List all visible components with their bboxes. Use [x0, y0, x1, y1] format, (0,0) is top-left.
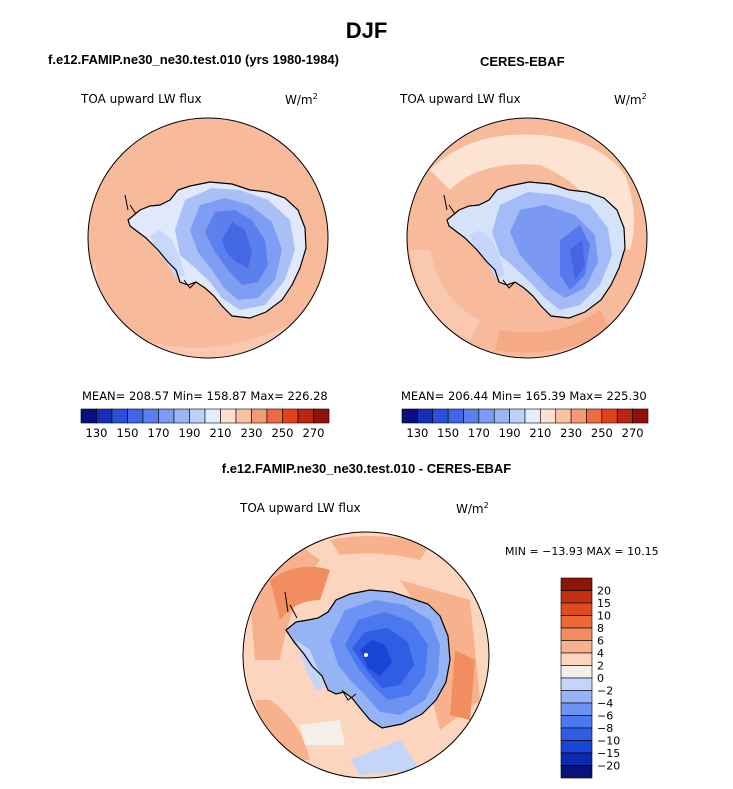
panel3-colorbar-box: [560, 640, 593, 654]
panel3-colorbar-box: [560, 665, 593, 679]
panel2-stats: MEAN= 206.44 Min= 165.39 Max= 225.30: [401, 389, 647, 403]
panel1-colorbar-label: 250: [272, 426, 294, 440]
panel3-colorbar-box: [560, 715, 593, 729]
panel1-colorbar-box: [313, 408, 330, 424]
panel3-colorbar-label: −4: [597, 697, 613, 710]
panel3-colorbar-box: [560, 627, 593, 641]
panel2-colorbar-box: [401, 408, 418, 424]
panel1-colorbar-box: [266, 408, 283, 424]
panel2-colorbar-box: [493, 408, 510, 424]
panel1-colorbar-box: [96, 408, 113, 424]
panel2-colorbar-box: [555, 408, 572, 424]
panel3-colorbar-box: [560, 652, 593, 666]
panel2-colorbar-label: 150: [437, 426, 459, 440]
panel3-colorbar-box: [560, 690, 593, 704]
panel1-colorbar-box: [173, 408, 190, 424]
panel1-colorbar-box: [297, 408, 314, 424]
panel2-colorbar-box: [478, 408, 495, 424]
panel3-colorbar-label: 2: [597, 660, 604, 673]
panel3-colorbar-label: −10: [597, 735, 620, 748]
panel3-colorbar-label: −6: [597, 710, 613, 723]
panel1-colorbar-box: [189, 408, 206, 424]
panel1-units-label: W/m2: [285, 92, 318, 107]
panel2-units-label: W/m2: [614, 92, 647, 107]
panel1-colorbar-box: [282, 408, 299, 424]
panel3-colorbar-box: [560, 615, 593, 629]
panel1-colorbar-label: 230: [241, 426, 263, 440]
panel2-colorbar-box: [570, 408, 587, 424]
panel3-colorbar-box: [560, 677, 593, 691]
panel2-colorbar-box: [417, 408, 434, 424]
panel3-colorbar-label: −8: [597, 722, 613, 735]
panel1-colorbar-box: [127, 408, 144, 424]
panel1-colorbar-box: [111, 408, 128, 424]
panel2-colorbar-label: 250: [591, 426, 613, 440]
panel3-colorbar-box: [560, 765, 593, 779]
panel3-colorbar-label: 8: [597, 622, 604, 635]
panel3-colorbar-label: 4: [597, 647, 604, 660]
panel3-title: f.e12.FAMIP.ne30_ne30.test.010 - CERES-E…: [221, 461, 512, 476]
panel2-colorbar-label: 230: [560, 426, 582, 440]
panel3-colorbar-label: −15: [597, 747, 620, 760]
panel1-colorbar-label: 150: [117, 426, 139, 440]
panel1-colorbar-box: [251, 408, 268, 424]
panel1-colorbar: 130 150 170 190 210 230 250 270: [80, 408, 330, 440]
panel3-colorbar-box: [560, 752, 593, 766]
panel2-colorbar-box: [616, 408, 633, 424]
panel2-colorbar-box: [447, 408, 464, 424]
panel1-colorbar-label: 270: [303, 426, 325, 440]
panel2-colorbar: 130 150 170 190 210 230 250 270: [401, 408, 649, 440]
panel1-colorbar-label: 170: [148, 426, 170, 440]
panel2-colorbar-box: [632, 408, 649, 424]
panel2-colorbar-box: [540, 408, 557, 424]
panel2-title: CERES-EBAF: [480, 54, 565, 69]
panel3-map: [243, 532, 489, 778]
panel2-colorbar-label: 190: [499, 426, 521, 440]
panel2-colorbar-box: [586, 408, 603, 424]
panel3-colorbar-box: [560, 740, 593, 754]
panel3-colorbar-label: 20: [597, 585, 611, 598]
panel1-title: f.e12.FAMIP.ne30_ne30.test.010 (yrs 1980…: [48, 52, 339, 67]
panel1-colorbar-box: [220, 408, 237, 424]
panel3-colorbar-box: [560, 727, 593, 741]
panel3-units-label: W/m2: [456, 501, 489, 516]
panel1-colorbar-box: [80, 408, 97, 424]
panel2-colorbar-box: [463, 408, 480, 424]
panel1-colorbar-label: 210: [210, 426, 232, 440]
panel2-colorbar-box: [432, 408, 449, 424]
panel3-colorbar-label: −2: [597, 685, 613, 698]
panel3-colorbar-label: 0: [597, 672, 604, 685]
panel2-colorbar-label: 170: [468, 426, 490, 440]
panel2-colorbar-label: 270: [622, 426, 644, 440]
figure-title: DJF: [345, 18, 388, 43]
panel3-colorbar-box: [560, 577, 593, 591]
panel3-colorbar-label: −20: [597, 760, 620, 773]
panel2-colorbar-label: 210: [529, 426, 551, 440]
panel2-colorbar-label: 130: [406, 426, 428, 440]
panel1-stats: MEAN= 208.57 Min= 158.87 Max= 226.28: [82, 389, 328, 403]
panel2-colorbar-box: [524, 408, 541, 424]
panel1-colorbar-box: [142, 408, 159, 424]
panel3-colorbar-box: [560, 590, 593, 604]
panel1-colorbar-box: [204, 408, 221, 424]
panel2-variable-label: TOA upward LW flux: [400, 92, 521, 106]
panel2-colorbar-box: [601, 408, 618, 424]
panel2-map: [407, 118, 647, 358]
panel3-colorbar-box: [560, 602, 593, 616]
panel3-colorbar-label: 10: [597, 610, 611, 623]
panel2-colorbar-box: [509, 408, 526, 424]
panel3-variable-label: TOA upward LW flux: [240, 501, 361, 515]
panel1-colorbar-box: [158, 408, 175, 424]
panel1-colorbar-box: [235, 408, 252, 424]
panel1-colorbar-label: 130: [86, 426, 108, 440]
panel3-stats: MIN = −13.93 MAX = 10.15: [505, 545, 659, 558]
panel3-colorbar-box: [560, 702, 593, 716]
panel3-colorbar-label: 15: [597, 597, 611, 610]
panel1-variable-label: TOA upward LW flux: [81, 92, 202, 106]
panel3-colorbar-label: 6: [597, 635, 604, 648]
panel1-colorbar-label: 190: [179, 426, 201, 440]
